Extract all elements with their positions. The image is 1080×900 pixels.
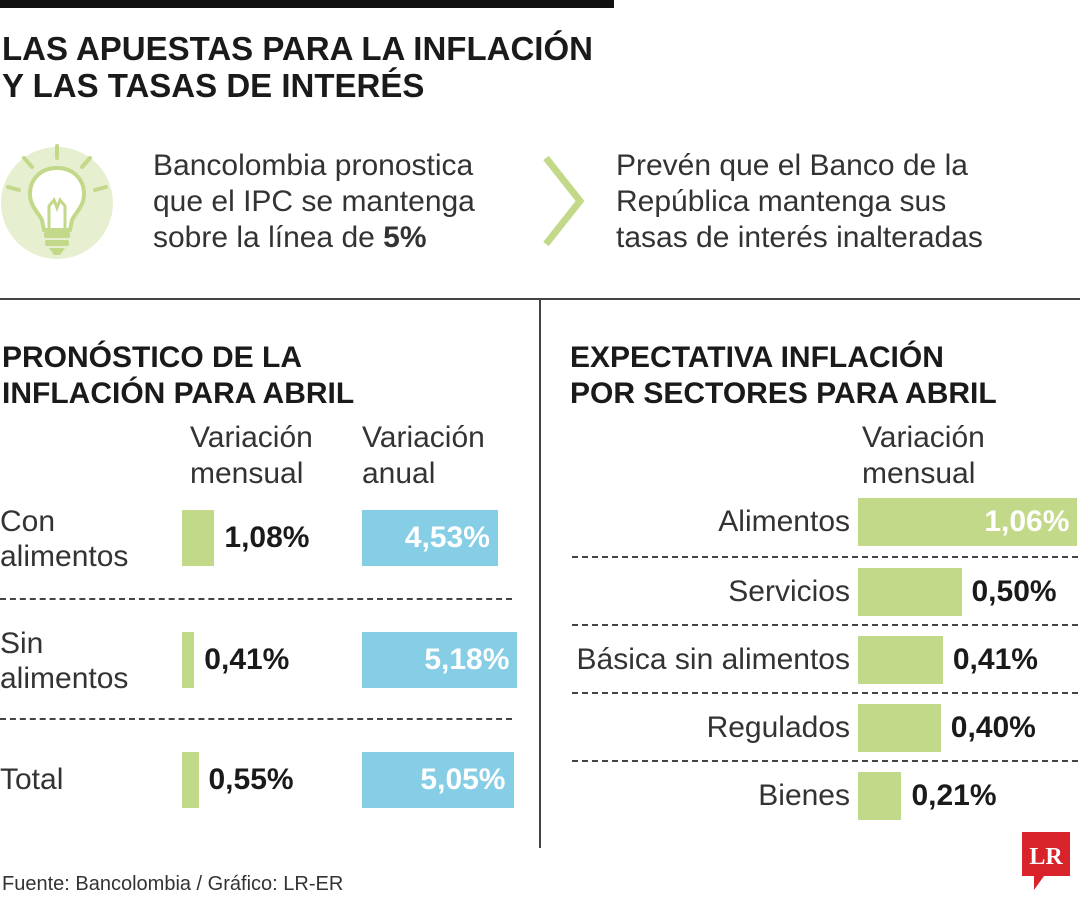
row-separator bbox=[0, 598, 512, 600]
page-title-line-2: Y LAS TASAS DE INTERÉS bbox=[2, 67, 425, 104]
annual-bar bbox=[362, 510, 498, 566]
top-rule bbox=[0, 0, 614, 8]
row-separator bbox=[0, 718, 512, 720]
column-divider bbox=[539, 298, 541, 848]
chart-2-title: EXPECTATIVA INFLACIÓN POR SECTORES PARA … bbox=[570, 341, 997, 410]
sector-value-label: 0,50% bbox=[971, 575, 1057, 608]
sector-value-label: 1,06% bbox=[984, 505, 1070, 538]
source-footer: Fuente: Bancolombia / Gráfico: LR-ER bbox=[2, 873, 344, 895]
category-label: Total bbox=[0, 763, 64, 796]
row-separator bbox=[572, 556, 1078, 558]
column-header-sector-monthly: Variación mensual bbox=[862, 421, 985, 490]
sector-bar bbox=[858, 704, 941, 752]
lightbulb-icon bbox=[1, 144, 113, 259]
sector-label: Bienes bbox=[758, 779, 850, 812]
sector-value-label: 0,21% bbox=[911, 779, 997, 812]
column-header-monthly: Variación mensual bbox=[190, 421, 313, 490]
sector-value-label: 0,41% bbox=[952, 643, 1038, 676]
monthly-value-label: 1,08% bbox=[224, 521, 310, 554]
intro-right-text: Prevén que el Banco de la República mant… bbox=[616, 149, 983, 254]
column-header-annual: Variación anual bbox=[362, 421, 485, 490]
annual-value-label: 5,18% bbox=[424, 643, 510, 676]
sector-label: Servicios bbox=[728, 575, 850, 608]
category-label: Con alimentos bbox=[0, 505, 129, 573]
monthly-bar bbox=[182, 752, 199, 808]
sector-value-label: 0,40% bbox=[950, 711, 1036, 744]
sector-label: Regulados bbox=[706, 711, 850, 744]
page-title-line-1: LAS APUESTAS PARA LA INFLACIÓN bbox=[2, 30, 593, 67]
ipc-threshold: 5% bbox=[383, 221, 427, 254]
sector-bar bbox=[858, 636, 943, 684]
page-title: LAS APUESTAS PARA LA INFLACIÓN Y LAS TAS… bbox=[2, 30, 593, 104]
row-separator bbox=[572, 624, 1078, 626]
intro-left-text: Bancolombia pronostica que el IPC se man… bbox=[153, 149, 475, 254]
annual-value-label: 5,05% bbox=[420, 763, 506, 796]
category-label: Sin alimentos bbox=[0, 627, 129, 695]
monthly-value-label: 0,41% bbox=[204, 643, 290, 676]
annual-value-label: 4,53% bbox=[404, 521, 490, 554]
monthly-bar bbox=[182, 632, 195, 688]
lr-logo: LR bbox=[1022, 832, 1070, 890]
chevron-right-icon bbox=[543, 155, 585, 247]
annual-bar bbox=[362, 632, 518, 688]
sector-label: Básica sin alimentos bbox=[576, 643, 850, 676]
annual-bar bbox=[362, 752, 514, 808]
sector-label: Alimentos bbox=[718, 505, 850, 538]
sector-bar bbox=[858, 772, 902, 820]
sector-bar bbox=[858, 498, 1078, 546]
svg-text:LR: LR bbox=[1029, 844, 1063, 870]
chart-1-title: PRONÓSTICO DE LA INFLACIÓN PARA ABRIL bbox=[2, 341, 355, 410]
sector-bar bbox=[858, 568, 962, 616]
monthly-value-label: 0,55% bbox=[208, 763, 294, 796]
monthly-bar bbox=[182, 510, 215, 566]
row-separator bbox=[572, 692, 1078, 694]
row-separator bbox=[572, 760, 1078, 762]
